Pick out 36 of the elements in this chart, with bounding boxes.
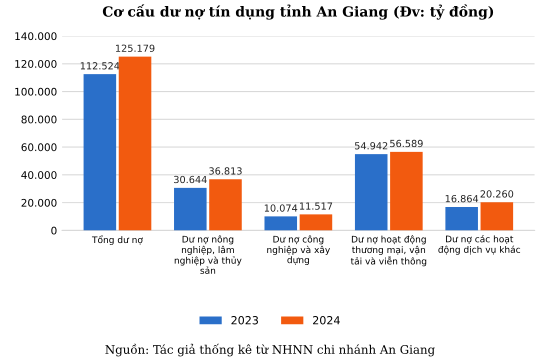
x-tick-label: Dư nợ nông nghiệp, lâm nghiệp và thủy sản	[174, 235, 242, 274]
legend-label: 2024	[313, 316, 340, 324]
bar	[300, 214, 332, 230]
x-tick-label: Tổng dư nợ	[92, 235, 143, 245]
bar	[174, 188, 207, 230]
data-label: 54.942	[354, 142, 388, 150]
y-tick-label: 60.000	[22, 143, 57, 152]
bar	[480, 202, 514, 230]
data-label: 36.813	[209, 167, 242, 175]
legend-label: 2023	[231, 316, 258, 324]
bar	[445, 206, 478, 230]
bar	[264, 216, 298, 230]
data-label: 125.179	[116, 44, 154, 52]
data-label: 11.517	[300, 202, 332, 210]
data-label: 56.589	[390, 140, 423, 148]
data-label: 30.644	[174, 176, 207, 184]
bar	[390, 152, 423, 230]
y-tick-label: 20.000	[22, 198, 57, 207]
bar	[354, 154, 388, 230]
text: Nguồn: Tác giả thống kê từ NHNN chi nhánh An Giang	[105, 344, 435, 356]
y-tick-label: 100.000	[15, 88, 57, 96]
data-label: 10.074	[264, 204, 298, 212]
x-tick-label: Dư nợ công nghiệp và xây dựng	[267, 235, 330, 266]
bar	[118, 56, 152, 230]
bar	[209, 179, 242, 230]
y-tick-label: 120.000	[15, 60, 57, 68]
y-tick-label: 40.000	[21, 171, 57, 179]
bar	[84, 74, 116, 230]
data-label: 20.260	[480, 190, 514, 198]
x-tick-label: Dư nợ hoạt động thương mại, vận tải và viễn thông	[350, 235, 426, 266]
y-tick-label: 0	[51, 226, 57, 235]
y-tick-label: 80.000	[21, 116, 57, 124]
y-tick-label: 140.000	[15, 32, 57, 40]
x-tick-label: Dư nợ các hoạt động dịch vụ khác	[438, 235, 520, 255]
chart-title: Cơ cấu dư nợ tín dụng tỉnh An Giang (Đv: tỷ đồng)	[102, 4, 494, 20]
data-label: 16.864	[446, 194, 478, 202]
